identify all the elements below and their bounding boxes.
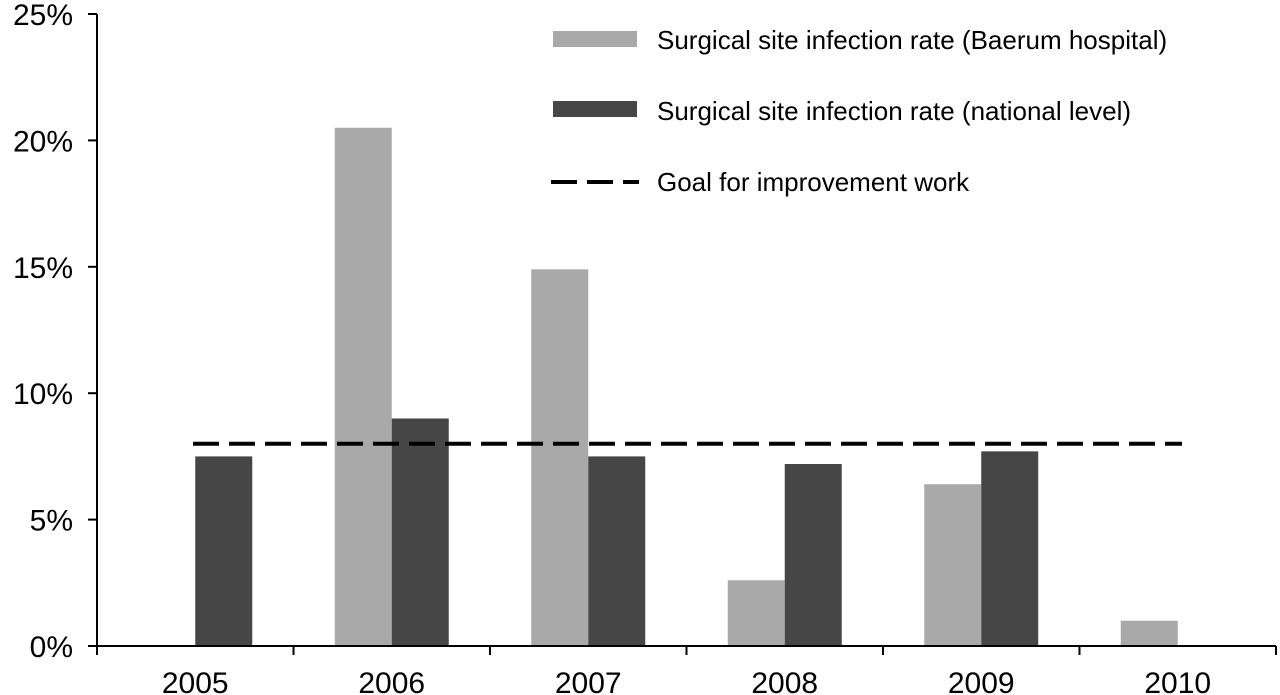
bars-group <box>195 127 1178 646</box>
legend-swatch-national <box>553 101 637 117</box>
bar-national <box>391 418 449 646</box>
y-tick-label: 5% <box>30 505 73 538</box>
legend-label-baerum: Surgical site infection rate (Baerum hos… <box>657 25 1167 55</box>
y-tick-label: 0% <box>30 631 73 664</box>
legend-label-goal: Goal for improvement work <box>657 167 970 197</box>
x-tick-label: 2006 <box>358 667 425 695</box>
bar-national <box>588 456 646 646</box>
x-ticks-group: 2005 2006 2007 2008 2009 2010 <box>96 646 1277 695</box>
bar-baerum <box>531 269 589 646</box>
bar-national <box>981 451 1039 646</box>
legend-label-national: Surgical site infection rate (national l… <box>657 96 1131 126</box>
y-ticks-group: 0% 5% 10% 15% 20% 25% <box>13 0 97 664</box>
x-tick-label: 2007 <box>555 667 622 695</box>
bar-national <box>784 463 842 646</box>
bar-baerum <box>924 484 982 646</box>
bar-baerum <box>334 127 392 646</box>
bar-baerum <box>1120 620 1178 646</box>
bar-national <box>195 456 253 646</box>
x-tick-label: 2010 <box>1144 667 1211 695</box>
legend: Surgical site infection rate (Baerum hos… <box>551 25 1167 197</box>
x-tick-label: 2005 <box>162 667 229 695</box>
y-tick-label: 15% <box>13 252 73 285</box>
bar-baerum <box>727 580 785 646</box>
x-tick-label: 2009 <box>948 667 1015 695</box>
y-tick-label: 25% <box>13 0 73 32</box>
x-tick-label: 2008 <box>751 667 818 695</box>
y-tick-label: 20% <box>13 125 73 158</box>
y-tick-label: 10% <box>13 378 73 411</box>
legend-swatch-baerum <box>553 31 637 47</box>
